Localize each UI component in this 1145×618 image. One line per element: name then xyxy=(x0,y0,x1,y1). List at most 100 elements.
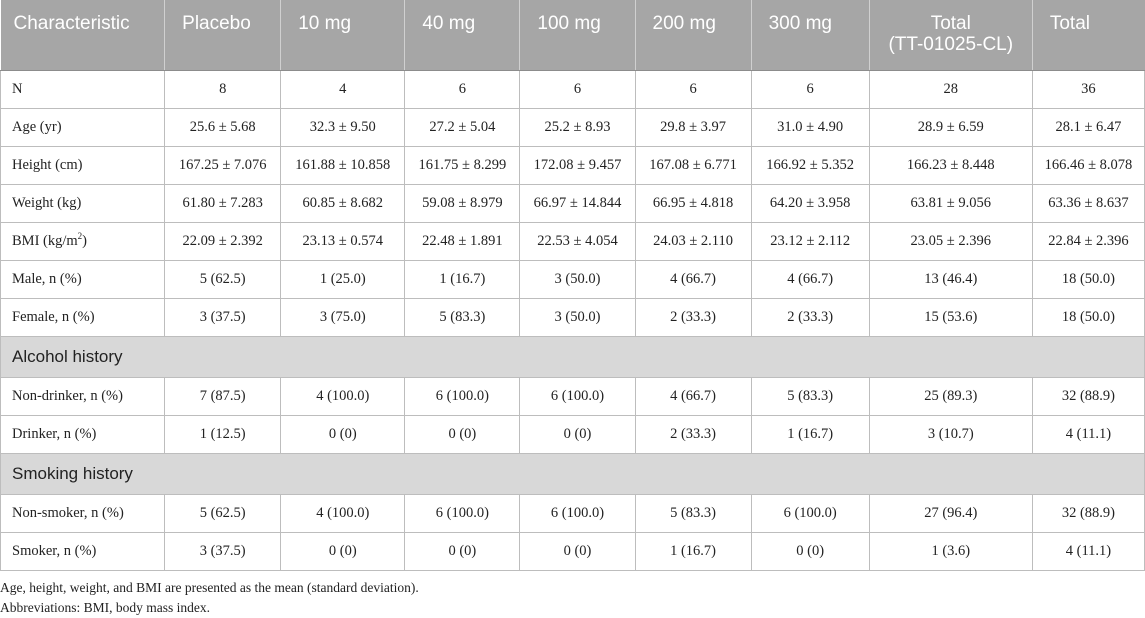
row-label: N xyxy=(0,69,166,109)
table-cell: 22.09 ± 2.392 xyxy=(164,221,282,261)
table-cell: 32.3 ± 9.50 xyxy=(280,107,406,147)
header-total-tt01025-line1: Total xyxy=(930,13,971,34)
table-cell: 161.88 ± 10.858 xyxy=(280,145,406,185)
table-cell: 23.13 ± 0.574 xyxy=(280,221,406,261)
table-row: Age (yr) 25.6 ± 5.68 32.3 ± 9.50 27.2 ± 5.0… xyxy=(0,107,1145,147)
table-cell: 6 xyxy=(634,69,752,109)
table-cell: 1 (16.7) xyxy=(404,259,521,299)
table-cell: 3 (50.0) xyxy=(519,259,636,299)
table-cell: 167.08 ± 6.771 xyxy=(634,145,752,185)
table-cell: 22.53 ± 4.054 xyxy=(519,221,636,261)
table-cell: 6 (100.0) xyxy=(519,493,636,533)
table-row: Male, n (%) 5 (62.5) 1 (25.0) 1 (16.7) 3 (50… xyxy=(0,259,1145,299)
table-cell: 5 (83.3) xyxy=(750,376,870,416)
alcohol-history-section-row: Alcohol history xyxy=(0,335,1145,378)
table-cell: 32 (88.9) xyxy=(1031,376,1145,416)
row-label-text: Age (yr) xyxy=(12,118,62,135)
demographics-table: Characteristic Placebo 10 mg 40 mg 100 m… xyxy=(0,0,1145,571)
table-cell: 6 (100.0) xyxy=(519,376,636,416)
header-total-tt01025: Total (TT-01025-CL) xyxy=(869,0,1033,71)
table-cell: 167.25 ± 7.076 xyxy=(164,145,282,185)
table-cell: 18 (50.0) xyxy=(1031,297,1145,337)
row-label-text: Height (cm) xyxy=(12,156,83,173)
table-cell: 6 (100.0) xyxy=(404,376,521,416)
header-placebo: Placebo xyxy=(164,0,282,71)
table-cell: 36 xyxy=(1031,69,1145,109)
table-cell: 23.12 ± 2.112 xyxy=(750,221,870,261)
table-cell: 13 (46.4) xyxy=(868,259,1033,299)
table-cell: 4 (100.0) xyxy=(280,493,406,533)
table-cell: 6 (100.0) xyxy=(750,493,870,533)
row-label-text: Male, n (%) xyxy=(12,270,82,287)
table-row: Smoker, n (%) 3 (37.5) 0 (0) 0 (0) 0 (0) 1 (1… xyxy=(0,531,1145,571)
table-cell: 15 (53.6) xyxy=(868,297,1033,337)
table-cell: 6 xyxy=(750,69,870,109)
table-cell: 24.03 ± 2.110 xyxy=(634,221,752,261)
table-row: Weight (kg) 61.80 ± 7.283 60.85 ± 8.682 59.… xyxy=(0,183,1145,223)
table-row: Height (cm) 167.25 ± 7.076 161.88 ± 10.858… xyxy=(0,145,1145,185)
table-cell: 4 (66.7) xyxy=(634,259,752,299)
table-cell: 5 (62.5) xyxy=(164,493,282,533)
row-label-text: Female, n (%) xyxy=(12,308,95,325)
smoking-history-section-row: Smoking history xyxy=(0,452,1145,495)
table-cell: 61.80 ± 7.283 xyxy=(164,183,282,223)
table-cell: 29.8 ± 3.97 xyxy=(634,107,752,147)
table-row: Non-smoker, n (%) 5 (62.5) 4 (100.0) 6 (100… xyxy=(0,493,1145,533)
table-cell: 4 xyxy=(280,69,406,109)
table-cell: 63.36 ± 8.637 xyxy=(1031,183,1145,223)
header-100mg: 100 mg xyxy=(519,0,636,71)
row-label: Non-smoker, n (%) xyxy=(0,493,166,533)
footnote-abbreviations: Abbreviations: BMI, body mass index. xyxy=(0,599,210,615)
table-cell: 166.23 ± 8.448 xyxy=(868,145,1033,185)
table-cell: 4 (66.7) xyxy=(750,259,870,299)
table-cell: 0 (0) xyxy=(280,531,406,571)
header-characteristic: Characteristic xyxy=(0,0,166,71)
table-cell: 3 (75.0) xyxy=(280,297,406,337)
table-cell: 166.92 ± 5.352 xyxy=(750,145,870,185)
table-cell: 5 (83.3) xyxy=(634,493,752,533)
row-label-superscript: 2 xyxy=(77,230,83,241)
table-cell: 4 (11.1) xyxy=(1031,531,1145,571)
table-cell: 31.0 ± 4.90 xyxy=(750,107,870,147)
table-cell: 27.2 ± 5.04 xyxy=(404,107,521,147)
header-total: Total xyxy=(1032,0,1145,71)
table-cell: 18 (50.0) xyxy=(1031,259,1145,299)
row-label-end: ) xyxy=(82,232,87,249)
header-10mg: 10 mg xyxy=(280,0,406,71)
alcohol-history-section-heading: Alcohol history xyxy=(0,335,1145,378)
row-label-text: Smoker, n (%) xyxy=(12,542,97,559)
table-cell: 2 (33.3) xyxy=(634,414,752,454)
table-cell: 64.20 ± 3.958 xyxy=(750,183,870,223)
table-cell: 172.08 ± 9.457 xyxy=(519,145,636,185)
row-label: Age (yr) xyxy=(0,107,166,147)
table-cell: 1 (16.7) xyxy=(634,531,752,571)
row-label-text: Non-smoker, n (%) xyxy=(12,504,124,521)
table-cell: 6 xyxy=(404,69,521,109)
header-row: Characteristic Placebo 10 mg 40 mg 100 m… xyxy=(0,0,1145,71)
table-cell: 22.84 ± 2.396 xyxy=(1031,221,1145,261)
table-cell: 66.97 ± 14.844 xyxy=(519,183,636,223)
table-cell: 2 (33.3) xyxy=(634,297,752,337)
header-300mg: 300 mg xyxy=(751,0,870,71)
table-cell: 25.6 ± 5.68 xyxy=(164,107,282,147)
table-row: N 8 4 6 6 6 6 28 36 xyxy=(0,69,1145,109)
row-label: Male, n (%) xyxy=(0,259,166,299)
row-label: Drinker, n (%) xyxy=(0,414,166,454)
table-cell: 28.9 ± 6.59 xyxy=(868,107,1033,147)
table-cell: 6 (100.0) xyxy=(404,493,521,533)
table-cell: 2 (33.3) xyxy=(750,297,870,337)
table-cell: 0 (0) xyxy=(404,414,521,454)
table-cell: 66.95 ± 4.818 xyxy=(634,183,752,223)
row-label: Weight (kg) xyxy=(0,183,166,223)
table-cell: 28 xyxy=(868,69,1033,109)
row-label-text: BMI (kg/m xyxy=(12,232,78,249)
row-label-text: Non-drinker, n (%) xyxy=(12,387,123,404)
table-cell: 4 (11.1) xyxy=(1031,414,1145,454)
table-cell: 0 (0) xyxy=(519,414,636,454)
table-cell: 22.48 ± 1.891 xyxy=(404,221,521,261)
footnote-mean-sd: Age, height, weight, and BMI are present… xyxy=(0,579,419,595)
table-cell: 28.1 ± 6.47 xyxy=(1031,107,1145,147)
table-cell: 3 (37.5) xyxy=(164,297,282,337)
header-40mg: 40 mg xyxy=(404,0,521,71)
table-cell: 25 (89.3) xyxy=(868,376,1033,416)
